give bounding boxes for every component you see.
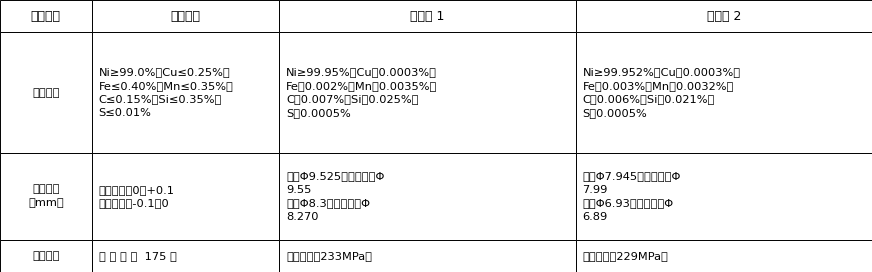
Text: 屈服强度：233MPa；: 屈服强度：233MPa； (286, 251, 372, 261)
Bar (576, 240, 872, 272)
Bar (92, 32, 279, 153)
Bar (0, 153, 92, 240)
Bar (279, 0, 576, 32)
Bar (92, 153, 279, 240)
Text: 实施例 2: 实施例 2 (706, 10, 741, 23)
Text: Ni≥99.0%；Cu≤0.25%；
Fe≤0.40%；Mn≤0.35%；
C≤0.15%；Si≤0.35%；
S≤0.01%: Ni≥99.0%；Cu≤0.25%； Fe≤0.40%；Mn≤0.35%； C≤… (99, 67, 234, 118)
Bar (279, 32, 576, 153)
Text: 外径Φ7.945，实测外径Φ
7.99
内径Φ6.93，实测内径Φ
6.89: 外径Φ7.945，实测外径Φ 7.99 内径Φ6.93，实测内径Φ 6.89 (582, 171, 681, 222)
Bar (92, 240, 279, 272)
Text: 外径公差：0～+0.1
内径公差：-0.1～0: 外径公差：0～+0.1 内径公差：-0.1～0 (99, 185, 174, 208)
Bar (576, 0, 872, 32)
Bar (92, 0, 279, 32)
Bar (279, 240, 576, 272)
Text: 尺寸公差
（mm）: 尺寸公差 （mm） (28, 184, 64, 208)
Text: 屈 服 强 度  175 ～: 屈 服 强 度 175 ～ (99, 251, 176, 261)
Text: 标准要求: 标准要求 (170, 10, 201, 23)
Bar (576, 153, 872, 240)
Text: 屈服强度：229MPa；: 屈服强度：229MPa； (582, 251, 668, 261)
Text: 力学性能: 力学性能 (32, 251, 59, 261)
Text: Ni≥99.952%；Cu：0.0003%；
Fe：0.003%；Mn：0.0032%；
C：0.006%；Si：0.021%；
S：0.0005%: Ni≥99.952%；Cu：0.0003%； Fe：0.003%；Mn：0.00… (582, 67, 740, 118)
Text: 实施例 1: 实施例 1 (410, 10, 445, 23)
Bar (0, 0, 92, 32)
Text: 检验项目: 检验项目 (31, 10, 61, 23)
Bar (0, 240, 92, 272)
Bar (279, 153, 576, 240)
Text: Ni≥99.95%；Cu：0.0003%；
Fe：0.002%；Mn：0.0035%；
C：0.007%；Si：0.025%；
S：0.0005%: Ni≥99.95%；Cu：0.0003%； Fe：0.002%；Mn：0.003… (286, 67, 438, 118)
Text: 外径Φ9.525，实测外径Φ
9.55
内径Φ8.3，实测内径Φ
8.270: 外径Φ9.525，实测外径Φ 9.55 内径Φ8.3，实测内径Φ 8.270 (286, 171, 385, 222)
Text: 化学成分: 化学成分 (32, 88, 59, 98)
Bar (0, 32, 92, 153)
Bar (576, 32, 872, 153)
